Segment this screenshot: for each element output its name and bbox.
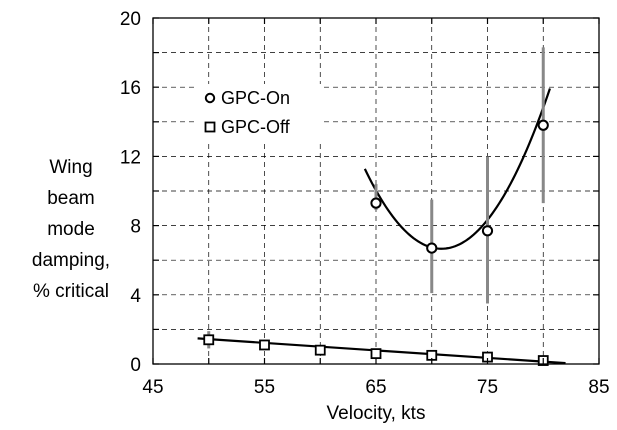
y-axis-label-line: Wing: [49, 157, 93, 178]
x-tick-label: 75: [477, 377, 498, 398]
fit-curve-gpc-on: [363, 88, 551, 250]
x-tick-label: 45: [142, 377, 163, 398]
legend-item-gpc-off: GPC-Off: [204, 117, 291, 137]
legend-box: [198, 84, 323, 142]
data-point-square: [259, 339, 270, 351]
y-axis-label-line: % critical: [32, 281, 109, 302]
fit-curve-gpc-off: [197, 337, 566, 365]
y-axis-label-line: mode: [47, 219, 95, 240]
y-tick-label: 12: [120, 147, 141, 168]
data-point-circle: [426, 242, 438, 254]
data-point-square: [370, 348, 382, 360]
x-axis-label: Velocity, kts: [327, 403, 426, 424]
legend-marker-square: [204, 121, 216, 133]
x-tick-label: 65: [365, 377, 386, 398]
data-point-circle: [481, 225, 494, 237]
y-axis-label-line: damping,: [31, 250, 111, 271]
y-axis-label-line: beam: [47, 188, 95, 209]
data-point-square: [203, 334, 215, 346]
data-point-square: [314, 344, 326, 356]
data-point-circle: [537, 119, 549, 131]
y-tick-label: 4: [130, 286, 141, 307]
legend-label-gpc-on: GPC-On: [221, 88, 290, 108]
tick-labels: 45 55 65 75 85 0 4 8 12 16 20: [120, 9, 610, 398]
y-tick-label: 0: [130, 355, 141, 376]
y-tick-label: 16: [120, 78, 141, 99]
legend-item-gpc-on: GPC-On: [204, 88, 290, 108]
y-tick-label: 8: [130, 217, 141, 238]
y-tick-label: 20: [120, 9, 141, 30]
legend-label-gpc-off: GPC-Off: [221, 117, 291, 137]
axis-ticks: [152, 17, 600, 365]
legend-marker-circle: [204, 92, 216, 104]
data-markers: [203, 119, 549, 366]
legend: GPC-On GPC-Off: [198, 84, 323, 142]
y-axis-label: Wing beam mode damping, % critical: [6, 152, 136, 307]
data-point-circle: [370, 197, 382, 209]
x-tick-label: 85: [588, 377, 609, 398]
fit-curves: [197, 88, 566, 365]
x-tick-label: 55: [254, 377, 275, 398]
